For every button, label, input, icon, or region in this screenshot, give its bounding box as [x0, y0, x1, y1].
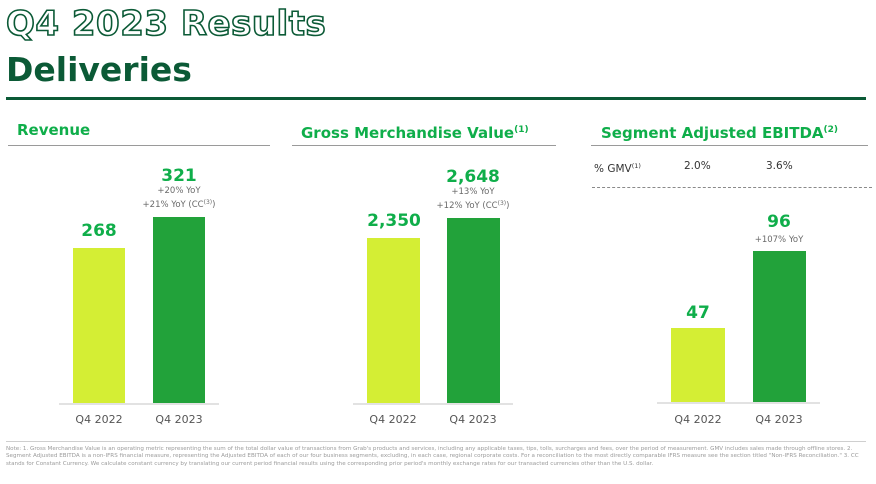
- revenue-yoy-cc: +21% YoY (CC(3)): [119, 197, 239, 211]
- gmv-yoy-cc-text: +12% YoY (CC: [436, 201, 498, 211]
- ebitda-title-rule: [591, 145, 868, 146]
- revenue-yoy: +20% YoY: [157, 186, 201, 196]
- revenue-value-q4-2023: 321: [161, 166, 197, 186]
- footnote-divider: [6, 441, 866, 442]
- gmv-bar-q4-2023: [447, 218, 500, 403]
- gmv-bar-q4-2022: [367, 238, 420, 403]
- gmv-value-q4-2022: 2,350: [367, 211, 421, 231]
- ebitda-title-text: Segment Adjusted EBITDA: [601, 124, 824, 142]
- gmv-cc-close: ): [506, 201, 510, 211]
- revenue-bar-q4-2022: [73, 248, 125, 403]
- ebitda-value-q4-2023: 96: [767, 212, 791, 232]
- ebitda-bar-q4-2023: [753, 251, 806, 402]
- gmv-xlabel-q4-2023: Q4 2023: [449, 413, 497, 426]
- gmv-title-footnote: (1): [514, 125, 529, 135]
- gmv-yoy-cc: +12% YoY (CC(3)): [413, 198, 533, 212]
- ebitda-value-q4-2022: 47: [686, 303, 710, 323]
- gmv-value-q4-2023: 2,648: [446, 167, 500, 187]
- revenue-title-rule: [8, 145, 270, 146]
- gmv-axis: [353, 403, 513, 405]
- ebitda-title: Segment Adjusted EBITDA(2): [601, 120, 838, 143]
- ebitda-xlabel-q4-2023: Q4 2023: [755, 413, 803, 426]
- ebitda-title-footnote: (2): [823, 125, 839, 135]
- gmv-yoy: +13% YoY: [451, 187, 495, 197]
- pct-gmv-q4-2023: 3.6%: [766, 160, 793, 172]
- revenue-cc-close: ): [212, 200, 216, 210]
- page-title: Q4 2023 Results: [5, 3, 327, 45]
- pct-gmv-divider: [592, 187, 872, 188]
- page-subtitle: Deliveries: [6, 50, 192, 89]
- gmv-title: Gross Merchandise Value(1): [301, 120, 529, 143]
- revenue-bar-q4-2023: [153, 217, 205, 403]
- gmv-cc-footnote: (3): [497, 200, 507, 207]
- revenue-axis: [59, 403, 219, 405]
- ebitda-bar-q4-2022: [671, 328, 725, 402]
- gmv-title-rule: [292, 145, 556, 146]
- revenue-value-q4-2022: 268: [81, 221, 117, 241]
- pct-gmv-q4-2022: 2.0%: [684, 160, 711, 172]
- gmv-title-text: Gross Merchandise Value: [301, 124, 515, 142]
- pct-gmv-label: % GMV(1): [594, 159, 641, 176]
- revenue-title-text: Revenue: [17, 121, 91, 139]
- revenue-title: Revenue: [17, 120, 90, 140]
- ebitda-yoy: +107% YoY: [754, 235, 804, 245]
- revenue-xlabel-q4-2022: Q4 2022: [75, 413, 123, 426]
- revenue-cc-footnote: (3): [203, 199, 213, 206]
- revenue-yoy-cc-text: +21% YoY (CC: [142, 200, 204, 210]
- gmv-xlabel-q4-2022: Q4 2022: [369, 413, 417, 426]
- ebitda-xlabel-q4-2022: Q4 2022: [674, 413, 722, 426]
- ebitda-axis: [657, 402, 820, 404]
- pct-gmv-footnote: (1): [631, 162, 641, 170]
- revenue-xlabel-q4-2023: Q4 2023: [155, 413, 203, 426]
- title-divider: [6, 97, 866, 100]
- footnote: Note: 1. Gross Merchandise Value is an o…: [6, 446, 859, 467]
- pct-gmv-label-text: % GMV: [594, 163, 632, 175]
